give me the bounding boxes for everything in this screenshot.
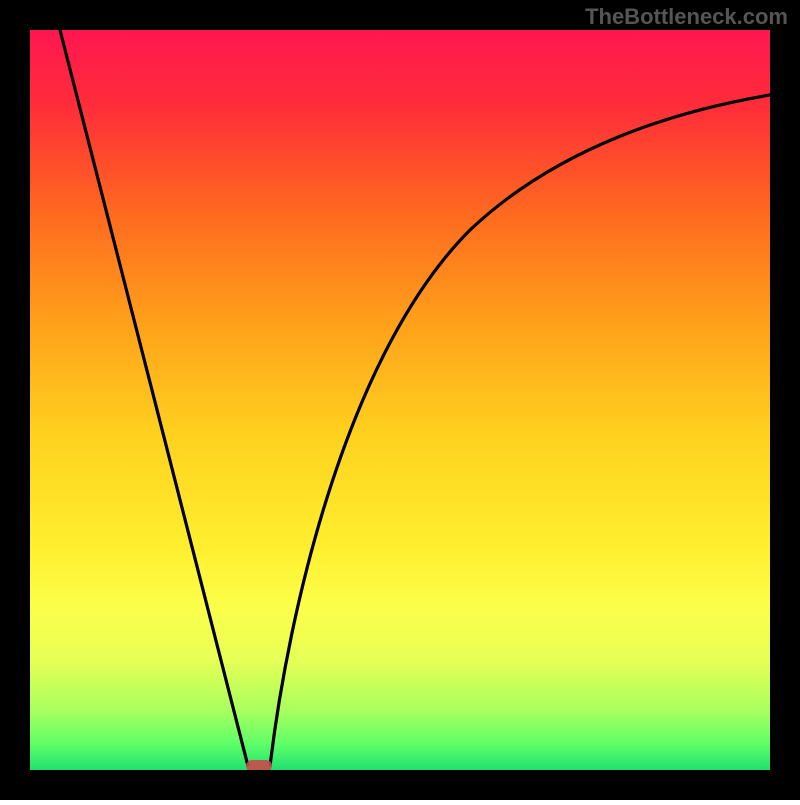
plot-area [30, 30, 770, 770]
chart-svg [0, 0, 800, 800]
chart-container: TheBottleneck.com [0, 0, 800, 800]
watermark-text: TheBottleneck.com [585, 4, 788, 30]
